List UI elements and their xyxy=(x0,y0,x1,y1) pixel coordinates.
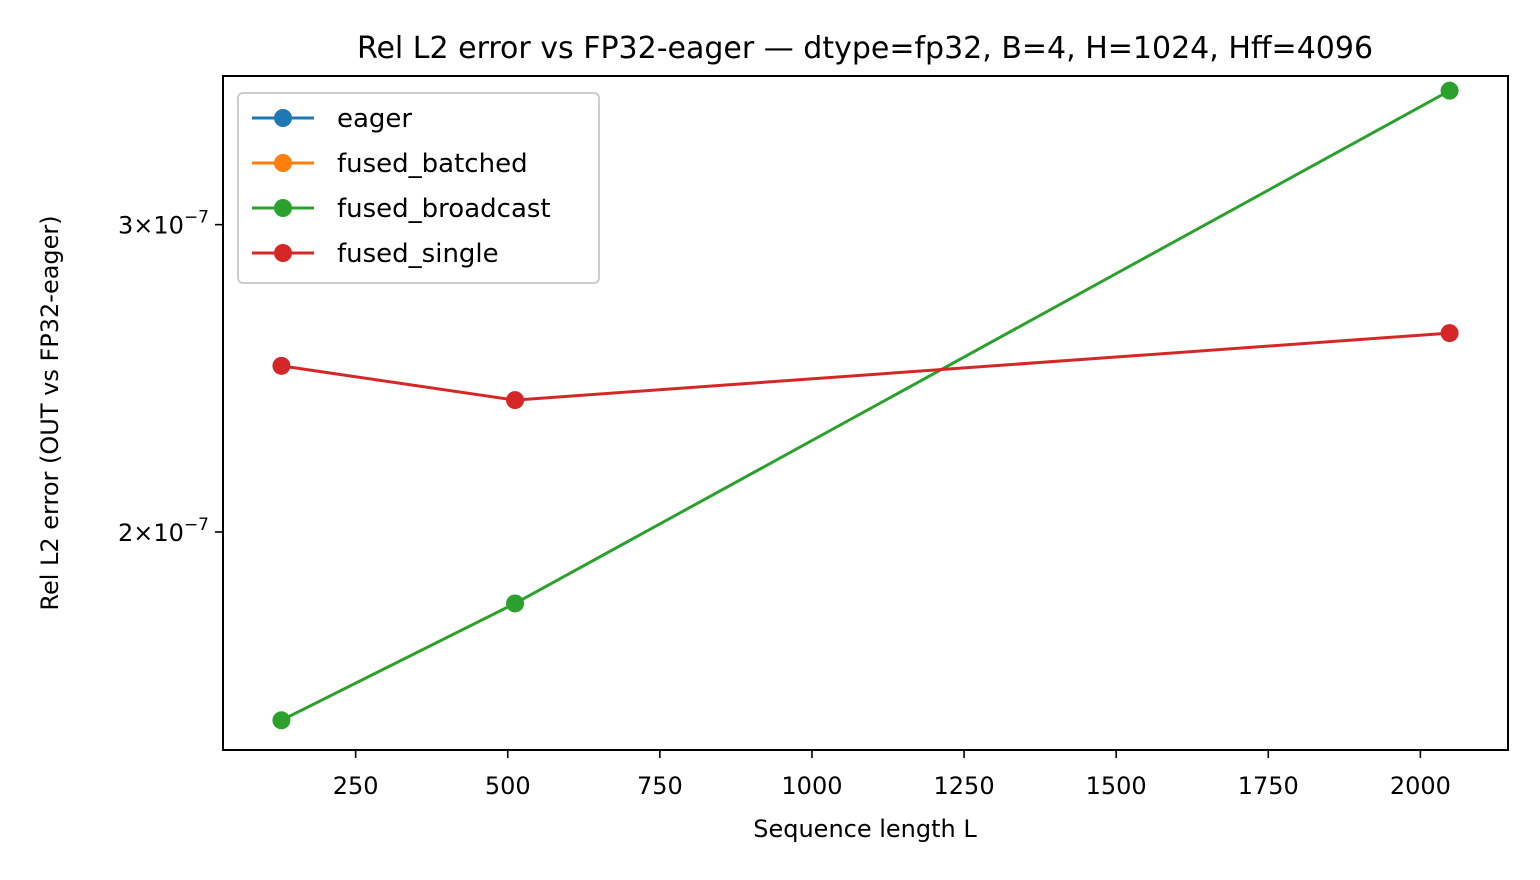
legend-marker-fused_batched xyxy=(274,154,292,172)
series-layer xyxy=(272,81,1459,730)
legend-label-fused_single: fused_single xyxy=(337,239,499,269)
y-axis-label: Rel L2 error (OUT vs FP32-eager) xyxy=(36,215,64,610)
legend-label-fused_broadcast: fused_broadcast xyxy=(337,194,551,224)
x-tick-label: 500 xyxy=(485,772,531,800)
x-axis: 250 500 750 1000 1250 1500 1750 2000 xyxy=(333,750,1451,800)
y-axis: 3×10−7 2×10−7 xyxy=(118,208,223,547)
x-tick-label: 750 xyxy=(637,772,683,800)
y-tick-label: 3×10−7 xyxy=(118,208,209,240)
legend-label-eager: eager xyxy=(337,104,412,134)
y-tick-label: 2×10−7 xyxy=(118,515,209,547)
data-point-fused_single xyxy=(272,356,291,375)
legend-label-fused_batched: fused_batched xyxy=(337,149,528,179)
x-tick-label: 1500 xyxy=(1086,772,1147,800)
data-point-fused_broadcast xyxy=(506,594,525,613)
data-point-fused_broadcast xyxy=(272,711,291,730)
x-tick-label: 1750 xyxy=(1238,772,1299,800)
legend: eager fused_batched fused_broadcast fused_s… xyxy=(237,92,600,284)
data-point-fused_single xyxy=(1440,324,1459,343)
data-point-fused_single xyxy=(506,391,525,410)
chart-title: Rel L2 error vs FP32-eager — dtype=fp32,… xyxy=(357,31,1373,66)
plot-frame xyxy=(222,75,1509,751)
legend-marker-fused_broadcast xyxy=(274,199,292,217)
x-tick-label: 1250 xyxy=(934,772,995,800)
legend-marker-eager xyxy=(274,109,292,127)
x-tick-label: 250 xyxy=(333,772,379,800)
legend-box xyxy=(237,92,600,284)
legend-marker-fused_single xyxy=(274,244,292,262)
x-tick-label: 2000 xyxy=(1390,772,1451,800)
x-axis-label: Sequence length L xyxy=(753,815,977,843)
x-tick-label: 1000 xyxy=(781,772,842,800)
data-point-fused_broadcast xyxy=(1440,81,1459,100)
